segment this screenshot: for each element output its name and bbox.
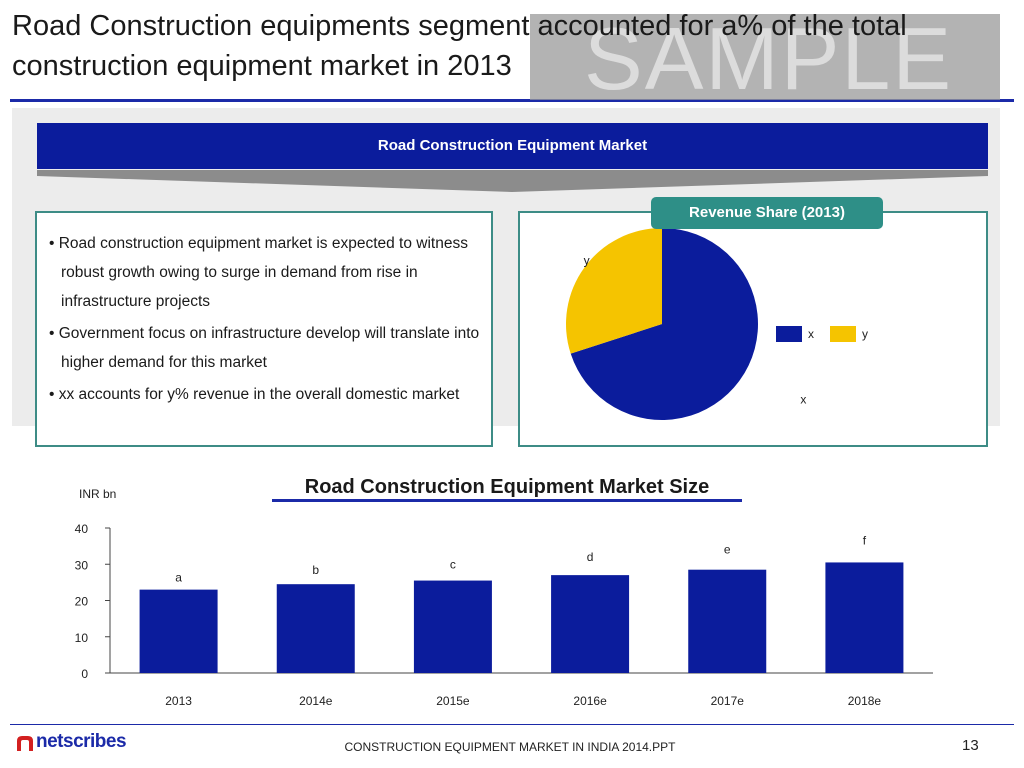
bar-2015e <box>413 580 492 673</box>
y-tick-label: 30 <box>75 558 89 572</box>
footer-file-name: CONSTRUCTION EQUIPMENT MARKET IN INDIA 2… <box>344 740 676 754</box>
x-tick-label: 2016e <box>573 694 607 708</box>
bar-2018e <box>825 562 904 673</box>
watermark-text: SAMPLE <box>584 9 954 108</box>
slide-title: Road Construction equipments segment acc… <box>12 10 907 82</box>
x-tick-label: 2014e <box>299 694 333 708</box>
legend-label-y: y <box>862 327 868 341</box>
pie-chart: xy <box>566 228 806 420</box>
banner-chevron <box>37 170 988 192</box>
y-tick-label: 10 <box>75 631 89 645</box>
legend-swatch-x <box>776 326 802 342</box>
page-number: 13 <box>962 737 979 754</box>
x-tick-label: 2018e <box>848 694 882 708</box>
bar-data-label: b <box>312 563 319 577</box>
bullet-box: • Road construction equipment market is … <box>35 211 493 447</box>
bar-data-label: e <box>724 543 731 557</box>
footer-divider <box>10 724 1014 725</box>
section-banner: Road Construction Equipment Market <box>37 123 988 169</box>
x-tick-label: 2013 <box>165 694 192 708</box>
bar-2014e <box>276 584 355 673</box>
y-tick-label: 40 <box>75 522 89 536</box>
y-tick-label: 0 <box>81 667 88 681</box>
bar-title-underline <box>272 499 742 502</box>
pie-data-label: x <box>800 393 806 407</box>
bar-data-label: d <box>587 550 594 564</box>
bar-data-label: f <box>863 533 867 547</box>
netscribes-logo: netscribes <box>36 731 127 752</box>
legend-label-x: x <box>808 327 814 341</box>
netscribes-logo-icon <box>17 736 33 751</box>
pie-data-label: y <box>584 253 590 267</box>
sample-watermark: SAMPLE <box>530 9 1000 108</box>
pie-chart-title: Revenue Share (2013) <box>651 197 883 229</box>
bar-2016e <box>551 575 630 673</box>
bar-data-label: c <box>450 558 456 572</box>
pie-slice-y <box>566 228 662 354</box>
bar-chart: Road Construction Equipment Market Size I… <box>75 476 933 708</box>
bullet-item: • Road construction equipment market is … <box>49 235 468 310</box>
bullet-text: Government focus on infrastructure devel… <box>58 325 480 371</box>
bullet-item: • xx accounts for y% revenue in the over… <box>49 386 460 403</box>
bar-chart-title: Road Construction Equipment Market Size <box>305 476 709 498</box>
bar-data-label: a <box>175 571 182 585</box>
y-axis-label: INR bn <box>79 487 116 501</box>
legend-swatch-y <box>830 326 856 342</box>
bullet-item: • Government focus on infrastructure dev… <box>49 325 480 371</box>
x-tick-label: 2017e <box>711 694 745 708</box>
bar-2013 <box>139 589 218 673</box>
pie-slice-x <box>570 228 758 420</box>
y-tick-label: 20 <box>75 595 89 609</box>
bullet-text: Road construction equipment market is ex… <box>58 235 468 310</box>
x-tick-label: 2015e <box>436 694 470 708</box>
title-divider <box>10 99 1014 102</box>
bar-2017e <box>688 569 767 673</box>
bullet-text: xx accounts for y% revenue in the overal… <box>58 386 460 403</box>
